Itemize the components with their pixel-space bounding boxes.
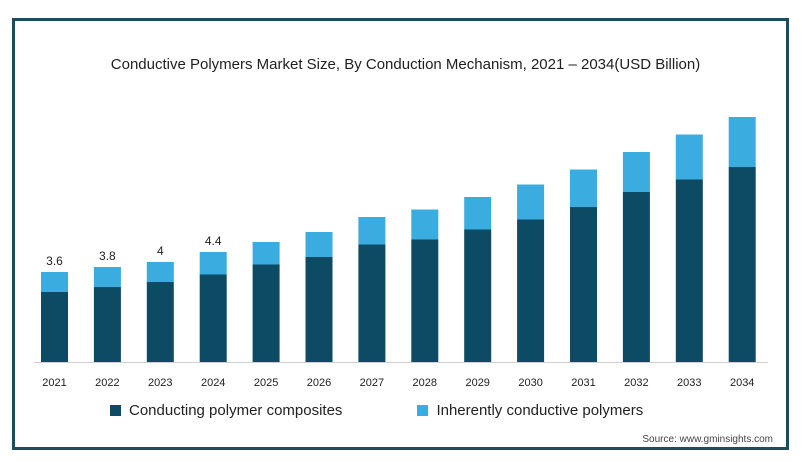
bar-inherent-2025 xyxy=(252,242,280,265)
bar-composites-2034 xyxy=(728,167,756,362)
data-label-2022: 3.8 xyxy=(99,249,116,263)
bar-composites-2030 xyxy=(517,219,545,362)
legend-swatch-composites xyxy=(110,405,121,416)
bar-composites-2029 xyxy=(464,229,492,362)
x-tick-label-2029: 2029 xyxy=(465,377,489,389)
bar-inherent-2033 xyxy=(675,134,703,180)
bar-inherent-2027 xyxy=(358,217,386,245)
x-tick-label-2033: 2033 xyxy=(677,377,701,389)
data-label-2024: 4.4 xyxy=(205,234,222,248)
x-tick-label-2031: 2031 xyxy=(571,377,595,389)
x-tick-label-2034: 2034 xyxy=(730,377,754,389)
x-tick-label-2022: 2022 xyxy=(95,377,119,389)
bar-composites-2021 xyxy=(41,292,68,362)
bar-composites-2031 xyxy=(570,207,597,362)
x-tick-label-2024: 2024 xyxy=(201,377,225,389)
legend-label-composites: Conducting polymer composites xyxy=(129,402,343,419)
bar-inherent-2031 xyxy=(570,169,597,207)
data-label-2023: 4 xyxy=(157,244,164,258)
x-tick-label-2030: 2030 xyxy=(518,377,542,389)
bar-inherent-2021 xyxy=(41,272,68,292)
data-label-2021: 3.6 xyxy=(46,254,63,268)
legend-swatch-inherent xyxy=(417,405,429,416)
bar-composites-2028 xyxy=(411,239,439,362)
x-tick-label-2026: 2026 xyxy=(307,377,331,389)
bar-inherent-2032 xyxy=(622,152,650,192)
chart-title: Conductive Polymers Market Size, By Cond… xyxy=(110,56,701,73)
bar-composites-2027 xyxy=(358,244,386,362)
bar-inherent-2034 xyxy=(728,117,756,167)
x-tick-label-2025: 2025 xyxy=(254,377,278,389)
bar-inherent-2022 xyxy=(93,267,121,287)
bar-composites-2024 xyxy=(199,274,227,362)
chart-frame xyxy=(12,18,789,450)
bar-composites-2033 xyxy=(675,179,703,362)
bar-inherent-2029 xyxy=(464,197,492,230)
bar-composites-2032 xyxy=(622,192,650,362)
bar-inherent-2024 xyxy=(199,252,227,275)
source-note: Source: www.gminsights.com xyxy=(642,434,773,445)
legend: Conducting polymer composites Inherently… xyxy=(110,402,643,419)
x-tick-label-2032: 2032 xyxy=(624,377,648,389)
x-tick-label-2021: 2021 xyxy=(42,377,66,389)
bar-inherent-2028 xyxy=(411,209,439,240)
legend-item-inherent: Inherently conductive polymers xyxy=(417,402,643,419)
bar-inherent-2023 xyxy=(146,262,174,282)
legend-label-inherent: Inherently conductive polymers xyxy=(436,402,644,419)
x-tick-label-2023: 2023 xyxy=(148,377,172,389)
bar-inherent-2026 xyxy=(305,232,333,257)
bar-composites-2025 xyxy=(252,264,280,362)
bar-composites-2023 xyxy=(146,282,174,362)
x-tick-label-2027: 2027 xyxy=(360,377,384,389)
legend-item-composites: Conducting polymer composites xyxy=(110,402,342,419)
bar-inherent-2030 xyxy=(517,184,545,220)
bar-composites-2022 xyxy=(93,287,121,362)
x-tick-label-2028: 2028 xyxy=(413,377,437,389)
bar-composites-2026 xyxy=(305,257,333,362)
